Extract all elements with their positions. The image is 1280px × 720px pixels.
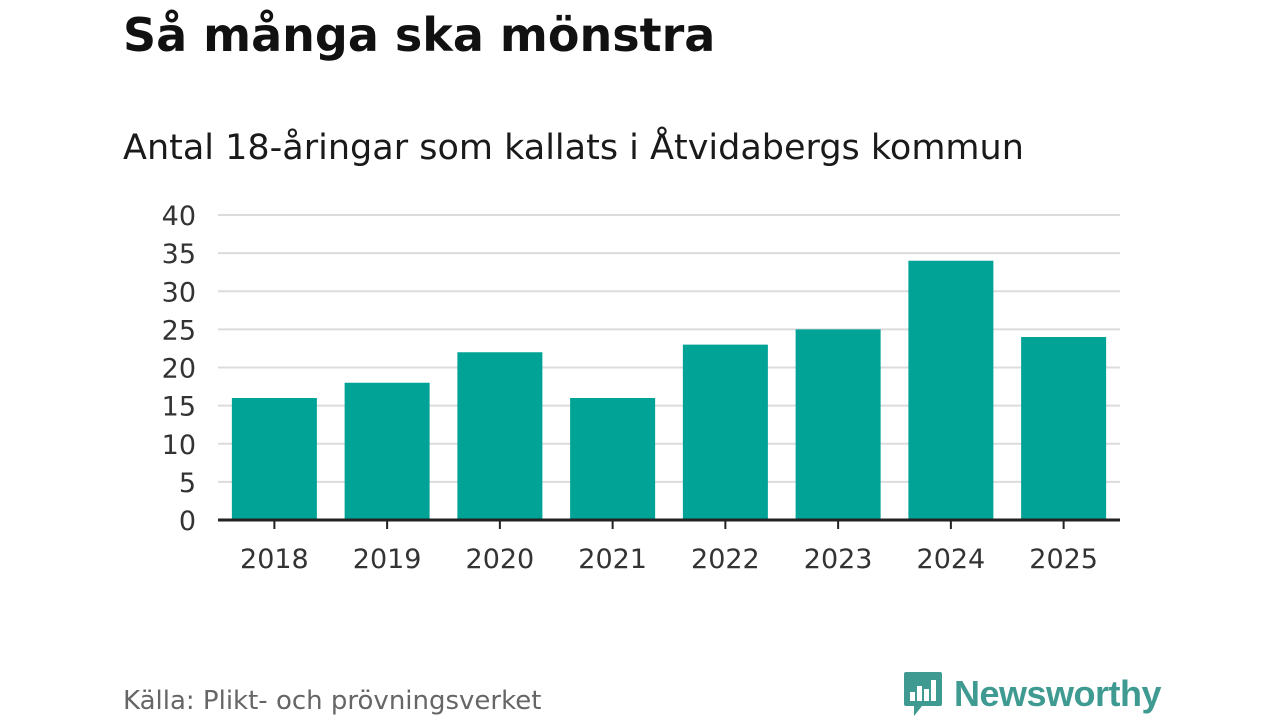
y-tick-label-5: 5: [179, 468, 196, 499]
bar-2025: [1021, 337, 1107, 520]
y-tick-label-15: 15: [162, 392, 196, 423]
y-tick-label-25: 25: [162, 315, 196, 346]
chart-subtitle: Antal 18-åringar som kallats i Åtvidaber…: [123, 128, 1024, 168]
bar-chart-speech-bubble-icon: [904, 672, 942, 716]
bar-2020: [457, 352, 543, 520]
x-tick-label-2022: 2022: [691, 544, 760, 575]
y-tick-label-30: 30: [162, 277, 196, 308]
x-tick-label-2020: 2020: [466, 544, 535, 575]
y-tick-label-40: 40: [162, 201, 196, 232]
y-tick-label-20: 20: [162, 354, 196, 385]
y-tick-label-10: 10: [162, 430, 196, 461]
chart-title: Så många ska mönstra: [123, 8, 716, 62]
x-tick-label-2023: 2023: [804, 544, 873, 575]
x-tick-label-2024: 2024: [917, 544, 986, 575]
bars: [231, 260, 1107, 520]
bar-2023: [795, 329, 881, 520]
bar-2018: [231, 398, 317, 520]
x-tick-label-2025: 2025: [1029, 544, 1098, 575]
x-tick-label-2018: 2018: [240, 544, 309, 575]
bar-2019: [344, 382, 430, 520]
x-tick-label-2019: 2019: [353, 544, 422, 575]
x-tick-labels: 2018 2019 2020 2021 2022 2023 2024 2025: [240, 544, 1098, 575]
y-tick-label-0: 0: [179, 506, 196, 537]
source-note: Källa: Plikt- och prövningsverket: [123, 686, 542, 716]
axes: [218, 518, 1120, 529]
newsworthy-brand: Newsworthy: [902, 670, 1162, 718]
brand-name: Newsworthy: [954, 673, 1162, 714]
y-tick-label-35: 35: [162, 239, 196, 270]
bar-2022: [682, 344, 768, 520]
bar-2024: [908, 260, 994, 520]
x-tick-label-2021: 2021: [578, 544, 647, 575]
y-tick-labels: 0 5 10 15 20 25 30 35 40: [162, 201, 196, 537]
bar-2021: [570, 398, 656, 520]
